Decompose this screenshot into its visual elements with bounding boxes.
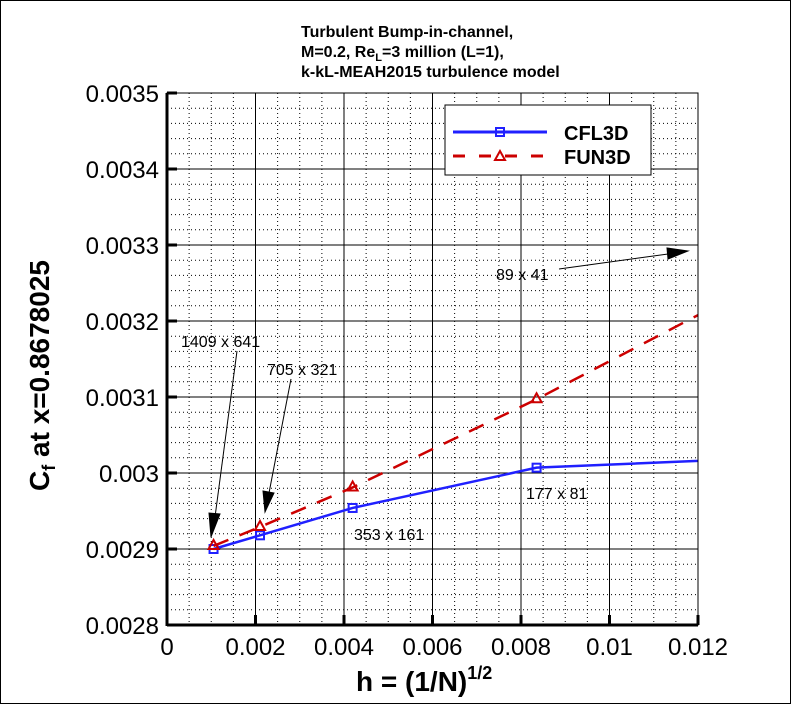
x-tick-label: 0.008	[491, 634, 551, 661]
annotations: 1409 x 641 705 x 321 353 x 161 177 x 81 …	[181, 247, 690, 544]
data-point-triangle	[345, 479, 360, 492]
data-point-square	[255, 530, 266, 541]
series-cfl3d	[208, 459, 698, 554]
legend-marker-square	[495, 127, 505, 137]
y-tick-label: 0.0035	[86, 81, 159, 108]
annotation-arrow	[208, 350, 238, 538]
data-point-square	[347, 502, 358, 513]
series	[206, 313, 698, 554]
title-line-1: Turbulent Bump-in-channel,	[301, 24, 513, 41]
y-tick-label: 0.0028	[86, 613, 159, 640]
legend-label-fun3d: FUN3D	[564, 147, 631, 169]
title-line-3: k-kL-MEAH2015 turbulence model	[301, 64, 560, 81]
title-line-2: M=0.2, ReL=3 million (L=1),	[301, 44, 504, 64]
x-tick-label: 0.012	[668, 634, 728, 661]
legend-label-cfl3d: CFL3D	[564, 123, 628, 145]
legend-box	[444, 104, 652, 176]
y-tick-label: 0.0029	[86, 537, 159, 564]
annotation-label: 177 x 81	[526, 486, 587, 503]
annotation-label: 89 x 41	[496, 267, 549, 284]
data-point-square	[531, 462, 542, 473]
annotation-label: 353 x 161	[354, 527, 424, 544]
y-tick-label: 0.0032	[86, 309, 159, 336]
annotation-label: 705 x 321	[267, 362, 337, 379]
legend: CFL3D FUN3D	[444, 104, 652, 176]
x-tick-label: 0	[160, 634, 173, 661]
annotation-arrow	[262, 378, 292, 514]
series-line-cfl3d	[213, 459, 698, 551]
grid	[166, 92, 699, 626]
y-axis-label: Cf at x=0.8678025	[24, 260, 59, 491]
x-tick-label: 0.01	[586, 634, 633, 661]
legend-marker-triangle	[493, 148, 507, 161]
x-axis-label: h = (1/N)1/2	[356, 663, 492, 697]
annotation-arrow	[558, 247, 690, 270]
chart-title: Turbulent Bump-in-channel, M=0.2, ReL=3 …	[301, 24, 560, 81]
series-line-fun3d	[213, 313, 698, 548]
annotation-label: 1409 x 641	[181, 334, 260, 351]
y-tick-label: 0.0033	[86, 233, 159, 260]
x-tick-label: 0.004	[314, 634, 374, 661]
data-point-triangle	[206, 537, 221, 550]
y-tick-label: 0.0031	[86, 385, 159, 412]
series-fun3d	[206, 313, 698, 550]
data-point-triangle	[529, 391, 544, 404]
y-tick-label: 0.0034	[86, 157, 159, 184]
x-tick-label: 0.006	[402, 634, 462, 661]
ticks: 0 0.002 0.004 0.006 0.008 0.01 0.012 0.0028 0.00…	[86, 81, 728, 661]
x-tick-label: 0.002	[225, 634, 285, 661]
data-point-triangle	[253, 518, 267, 531]
y-tick-label: 0.003	[99, 461, 159, 488]
